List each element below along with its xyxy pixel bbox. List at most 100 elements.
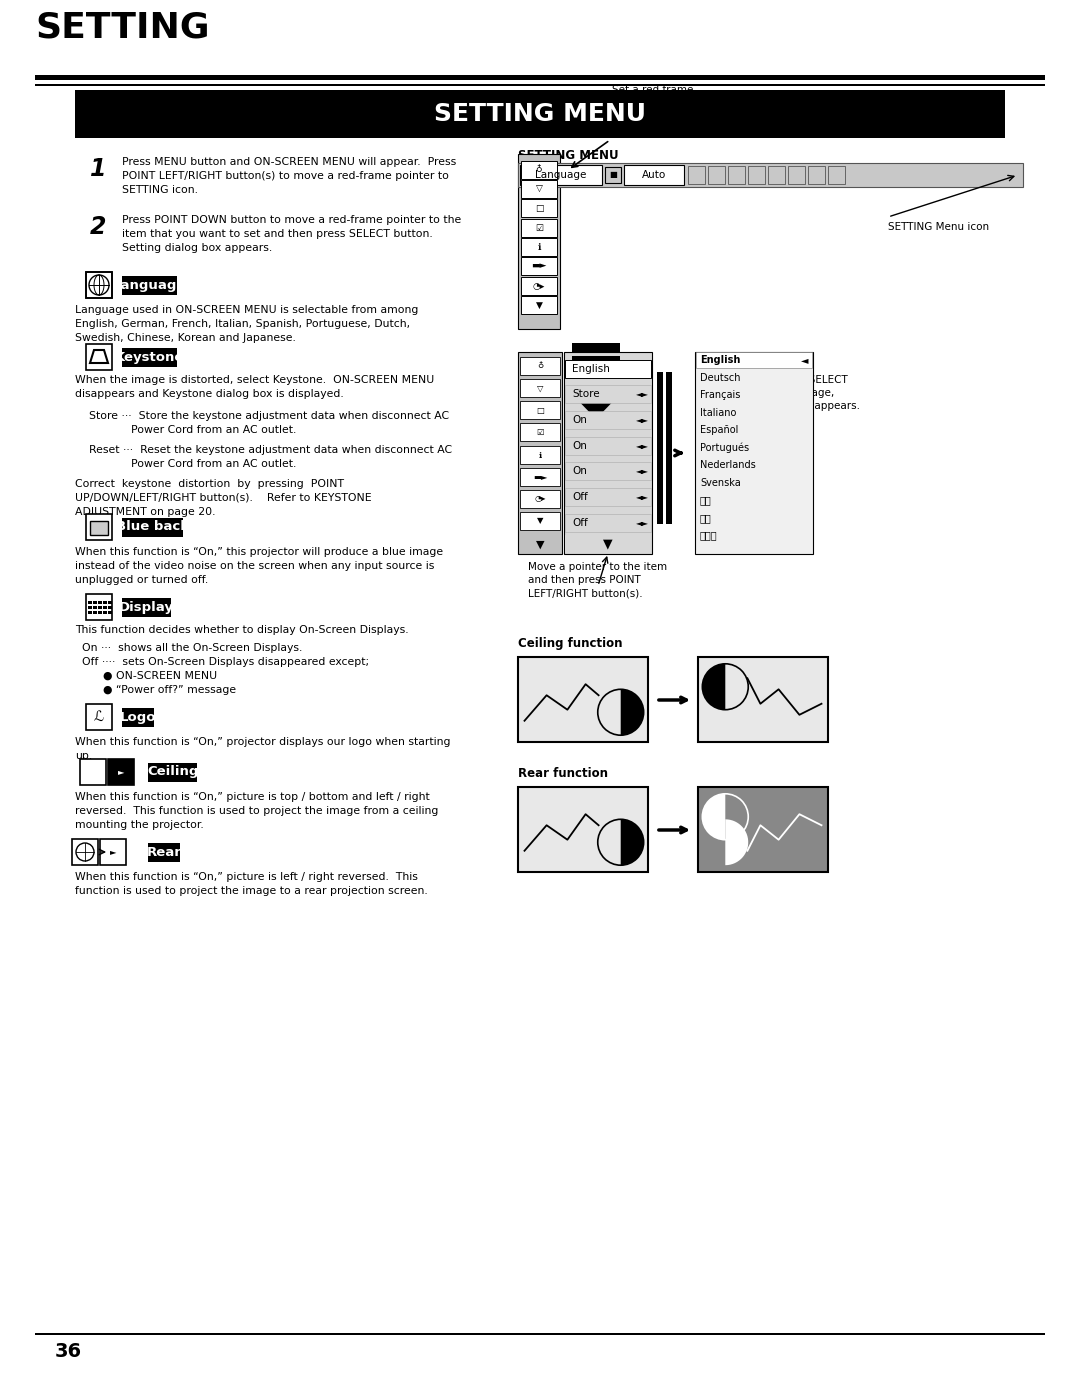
Text: On: On (572, 467, 586, 476)
Text: □: □ (536, 405, 544, 415)
Bar (565, 535, 651, 553)
Bar (521, 296, 557, 314)
Text: 日本語: 日本語 (700, 531, 717, 541)
Text: ◄►: ◄► (635, 518, 648, 528)
Text: ◄►: ◄► (635, 415, 648, 425)
Text: On: On (572, 441, 586, 451)
Bar (86, 704, 112, 731)
Bar (521, 219, 557, 237)
Text: ◄►: ◄► (635, 441, 648, 450)
Text: ▼: ▼ (536, 300, 542, 310)
Bar (122, 275, 177, 295)
Bar (72, 840, 98, 865)
Text: ▬►: ▬► (531, 261, 546, 271)
Bar (86, 594, 112, 620)
Text: Correct  keystone  distortion  by  pressing  POINT
UP/DOWN/LEFT/RIGHT button(s).: Correct keystone distortion by pressing … (75, 479, 372, 517)
Text: On: On (572, 415, 586, 425)
Text: When this function is “On,” picture is left / right reversed.  This
function is : When this function is “On,” picture is l… (75, 872, 428, 895)
Bar (696, 352, 812, 367)
Text: □: □ (535, 204, 543, 212)
Bar (35, 75, 1045, 80)
Text: ◔▸: ◔▸ (532, 282, 545, 291)
Text: ☑: ☑ (537, 427, 543, 436)
Bar (98, 601, 102, 604)
Text: ♁: ♁ (536, 165, 542, 175)
Bar (108, 601, 112, 604)
Text: When this function is “On,” projector displays our logo when starting
up.: When this function is “On,” projector di… (75, 738, 450, 761)
Bar (518, 352, 562, 555)
Bar (98, 606, 102, 609)
Text: When this function is “On,” this projector will produce a blue image
instead of : When this function is “On,” this project… (75, 548, 443, 585)
Text: SETTING: SETTING (35, 11, 210, 45)
Text: ▼: ▼ (604, 538, 612, 550)
Text: ℒ: ℒ (94, 710, 104, 724)
Bar (698, 787, 828, 872)
Bar (521, 198, 557, 217)
Bar (108, 610, 112, 615)
Bar (518, 787, 648, 872)
Bar (122, 598, 172, 616)
Bar (519, 401, 561, 419)
Text: Keystone: Keystone (114, 351, 185, 363)
Bar (519, 468, 561, 486)
Bar (103, 601, 107, 604)
Text: Press POINT DOWN button to move a red-frame pointer to the
item that you want to: Press POINT DOWN button to move a red-fr… (122, 215, 461, 253)
Bar (518, 657, 648, 742)
Polygon shape (702, 664, 726, 710)
Bar (696, 352, 813, 555)
Bar (521, 257, 557, 275)
Text: Blue back: Blue back (116, 521, 189, 534)
Text: Set a red frame
pointer to the item
and press SELECT
button.: Set a red frame pointer to the item and … (612, 85, 711, 136)
Text: On ···  shows all the On-Screen Displays.
  Off ····  sets On-Screen Displays di: On ··· shows all the On-Screen Displays.… (75, 643, 369, 694)
Text: Store: Store (572, 388, 599, 400)
Bar (564, 352, 652, 555)
Bar (666, 372, 672, 524)
Text: Ceiling: Ceiling (147, 766, 199, 778)
Text: Reset ···  Reset the keystone adjustment data when disconnect AC
               : Reset ··· Reset the keystone adjustment … (75, 446, 453, 469)
Bar (100, 840, 126, 865)
Bar (519, 423, 561, 441)
Text: Off: Off (572, 492, 588, 502)
Bar (86, 344, 112, 370)
Bar (828, 166, 845, 184)
Bar (657, 372, 663, 524)
Text: Off: Off (572, 518, 588, 528)
Text: ▽: ▽ (537, 384, 543, 393)
Bar (122, 707, 153, 726)
Text: SETTING Menu icon: SETTING Menu icon (888, 222, 989, 232)
Text: 2: 2 (90, 215, 107, 239)
Text: 韓文: 韓文 (700, 513, 712, 522)
Bar (519, 358, 561, 374)
Text: ♁: ♁ (537, 362, 543, 370)
Text: ☑: ☑ (535, 224, 543, 232)
Bar (148, 842, 179, 862)
Bar (87, 610, 92, 615)
Text: English: English (572, 365, 610, 374)
Bar (565, 386, 651, 402)
Bar (108, 606, 112, 609)
Text: ►: ► (110, 848, 117, 856)
Text: Español: Español (700, 425, 739, 436)
Bar (93, 610, 97, 615)
Bar (565, 437, 651, 455)
Text: Deutsch: Deutsch (700, 373, 741, 383)
Text: ◄►: ◄► (635, 467, 648, 475)
Bar (122, 517, 183, 536)
Text: Nederlands: Nederlands (700, 461, 756, 471)
Text: ℹ: ℹ (538, 243, 541, 251)
Text: ◔▸: ◔▸ (535, 495, 545, 503)
Bar (80, 759, 106, 785)
Text: ▬►: ▬► (532, 472, 548, 482)
Circle shape (89, 275, 109, 295)
Bar (788, 166, 805, 184)
Bar (565, 488, 651, 506)
Bar (86, 272, 112, 298)
Text: When this function is “On,” picture is top / bottom and left / right
reversed.  : When this function is “On,” picture is t… (75, 792, 438, 830)
Text: ▼: ▼ (536, 541, 544, 550)
Bar (87, 606, 92, 609)
Bar (86, 272, 112, 298)
Bar (103, 610, 107, 615)
Bar (93, 606, 97, 609)
Bar (808, 166, 825, 184)
Bar (519, 490, 561, 509)
